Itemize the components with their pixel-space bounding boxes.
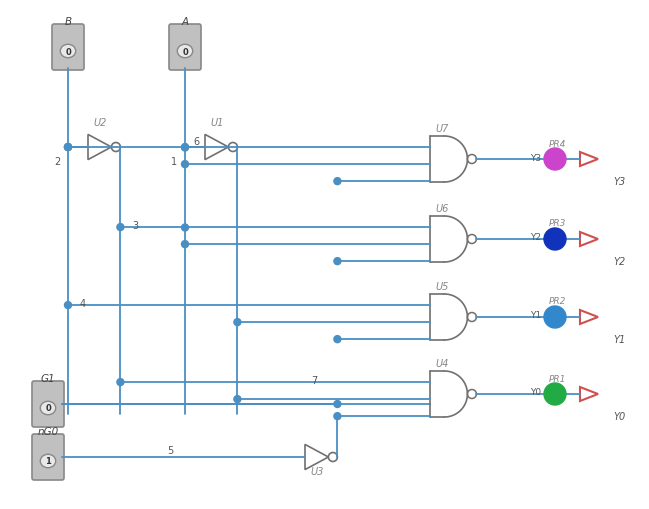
Text: U7: U7 bbox=[435, 124, 448, 134]
Text: 7: 7 bbox=[311, 375, 317, 385]
Text: 0/1: 0/1 bbox=[550, 237, 561, 242]
Circle shape bbox=[544, 306, 566, 328]
Text: 0: 0 bbox=[65, 47, 71, 56]
Text: 0/1: 0/1 bbox=[550, 157, 561, 162]
Text: Y1: Y1 bbox=[530, 311, 541, 320]
Circle shape bbox=[182, 161, 188, 168]
Text: U2: U2 bbox=[93, 118, 106, 128]
Text: nG0: nG0 bbox=[38, 426, 58, 436]
FancyBboxPatch shape bbox=[52, 25, 84, 71]
Text: 3: 3 bbox=[132, 220, 138, 231]
Text: 6: 6 bbox=[193, 137, 199, 147]
Circle shape bbox=[544, 149, 566, 171]
Text: PR3: PR3 bbox=[548, 219, 566, 228]
Text: U1: U1 bbox=[210, 118, 223, 128]
Circle shape bbox=[117, 379, 124, 386]
Circle shape bbox=[544, 229, 566, 250]
Circle shape bbox=[64, 144, 71, 151]
Text: 4: 4 bbox=[80, 298, 86, 308]
Text: PR1: PR1 bbox=[548, 374, 566, 383]
FancyBboxPatch shape bbox=[32, 434, 64, 480]
Circle shape bbox=[64, 144, 71, 151]
Text: PR4: PR4 bbox=[548, 139, 566, 148]
Circle shape bbox=[544, 383, 566, 405]
FancyBboxPatch shape bbox=[32, 381, 64, 427]
Text: U4: U4 bbox=[435, 358, 448, 369]
Text: 0/1: 0/1 bbox=[550, 315, 561, 320]
Text: G1: G1 bbox=[41, 373, 55, 383]
Ellipse shape bbox=[40, 455, 56, 468]
Circle shape bbox=[234, 319, 241, 326]
Text: 2: 2 bbox=[54, 157, 60, 166]
Text: Y2: Y2 bbox=[614, 257, 626, 267]
Circle shape bbox=[334, 413, 341, 420]
Circle shape bbox=[64, 302, 71, 309]
Text: 0: 0 bbox=[182, 47, 188, 56]
Circle shape bbox=[234, 396, 241, 403]
Text: Y0: Y0 bbox=[614, 411, 626, 421]
Text: U3: U3 bbox=[310, 466, 323, 476]
Text: Y3: Y3 bbox=[530, 153, 541, 162]
Circle shape bbox=[182, 144, 188, 151]
Circle shape bbox=[334, 178, 341, 185]
Text: 5: 5 bbox=[167, 445, 173, 455]
Text: A: A bbox=[182, 17, 189, 27]
Circle shape bbox=[334, 401, 341, 408]
Circle shape bbox=[182, 224, 188, 232]
Circle shape bbox=[182, 145, 188, 152]
Text: 0/1: 0/1 bbox=[550, 392, 561, 397]
Text: U6: U6 bbox=[435, 204, 448, 214]
Text: 0: 0 bbox=[45, 404, 51, 413]
Circle shape bbox=[334, 336, 341, 343]
Text: B: B bbox=[64, 17, 71, 27]
Circle shape bbox=[334, 258, 341, 265]
Text: PR2: PR2 bbox=[548, 297, 566, 306]
Text: U5: U5 bbox=[435, 281, 448, 292]
Circle shape bbox=[64, 144, 71, 151]
Circle shape bbox=[182, 241, 188, 248]
Text: Y1: Y1 bbox=[614, 334, 626, 344]
Ellipse shape bbox=[60, 45, 76, 59]
Text: 1: 1 bbox=[45, 457, 51, 466]
Circle shape bbox=[117, 224, 124, 231]
Ellipse shape bbox=[40, 402, 56, 415]
Text: 1: 1 bbox=[171, 157, 177, 166]
Text: Y3: Y3 bbox=[614, 177, 626, 187]
Text: Y0: Y0 bbox=[530, 388, 541, 397]
FancyBboxPatch shape bbox=[169, 25, 201, 71]
Text: Y2: Y2 bbox=[530, 233, 541, 242]
Ellipse shape bbox=[177, 45, 193, 59]
